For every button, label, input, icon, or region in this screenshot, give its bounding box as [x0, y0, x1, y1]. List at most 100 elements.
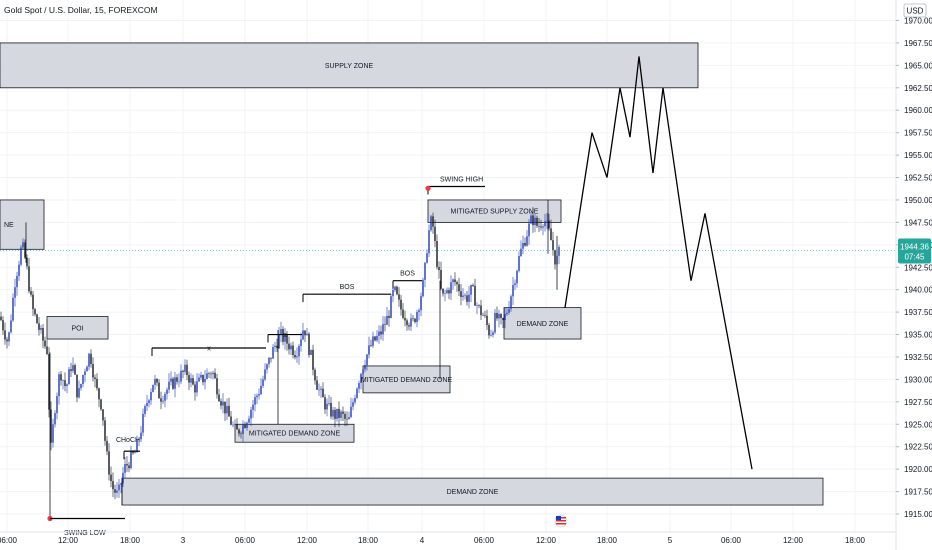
candle-body — [396, 286, 398, 295]
candle-body — [16, 275, 18, 288]
zone-label: DEMAND ZONE — [517, 321, 569, 328]
structure-label: SWING HIGH — [440, 176, 483, 183]
candle-body — [46, 346, 48, 355]
candle — [532, 207, 534, 233]
currency-button[interactable]: USD — [903, 3, 927, 18]
candle — [52, 418, 54, 448]
price-tick-label: 1960.00 — [904, 106, 932, 115]
price-tick-label: 1925.00 — [904, 420, 932, 429]
candle — [436, 234, 438, 270]
candle-body — [542, 226, 544, 228]
candle-body — [534, 217, 536, 226]
candle-body — [330, 402, 332, 417]
candle-body — [302, 330, 304, 340]
candle-body — [314, 369, 316, 381]
candle-body — [428, 230, 430, 254]
candle — [450, 275, 452, 300]
candle — [38, 317, 40, 336]
candle-body — [100, 399, 102, 410]
candle-body — [446, 290, 448, 294]
candle — [492, 330, 494, 338]
candle — [206, 368, 208, 380]
price-tick-label: 1937.50 — [904, 308, 932, 317]
candle-body — [198, 377, 200, 382]
candle-body — [140, 432, 142, 440]
candle — [534, 214, 536, 233]
zone: DEMAND ZONE — [121, 477, 824, 506]
candle — [36, 313, 38, 324]
candle — [454, 272, 456, 286]
candle — [498, 309, 500, 328]
candle — [438, 261, 440, 279]
candle — [142, 408, 144, 437]
candle — [366, 353, 368, 371]
candle-body — [34, 309, 36, 315]
candle — [392, 287, 394, 303]
candle — [464, 293, 466, 300]
candle-body — [312, 349, 314, 370]
candle-body — [136, 440, 138, 453]
candle-body — [406, 320, 408, 326]
flag-us-icon[interactable] — [554, 514, 568, 528]
candle — [344, 411, 346, 427]
candle-body — [176, 377, 178, 382]
candle-body — [68, 369, 70, 385]
candle — [280, 321, 282, 343]
candle-body — [418, 310, 420, 313]
candle — [434, 219, 436, 248]
time-axis[interactable]: 06:00 12:00 18:00 3 06:00 12:00 18:00 4 06:00 12:… — [0, 531, 896, 545]
structure-label: x — [207, 346, 211, 353]
candle — [260, 378, 262, 396]
candle — [422, 277, 424, 298]
candle — [204, 370, 206, 390]
candle — [236, 418, 238, 430]
candle — [312, 344, 314, 376]
candle — [486, 309, 488, 330]
candle — [456, 280, 458, 292]
price-tick-label: 1955.00 — [904, 151, 932, 160]
candle — [198, 373, 200, 383]
candle-body — [232, 424, 234, 426]
candle — [390, 293, 392, 319]
candle-body — [70, 369, 72, 371]
time-tick-label: 4 — [420, 536, 425, 545]
candle — [384, 316, 386, 332]
candle — [414, 317, 416, 324]
candle-body — [454, 279, 456, 283]
candle-body — [460, 291, 462, 297]
candle-body — [480, 305, 482, 316]
candle — [152, 384, 154, 393]
candle-body — [18, 264, 20, 276]
candle-body — [96, 378, 98, 389]
candle — [54, 410, 56, 428]
candle-body — [286, 334, 288, 344]
price-axis[interactable]: 1915.00 1917.50 1920.00 1922.50 1925.00 1927.… — [895, 0, 932, 550]
candle — [192, 374, 194, 386]
candle — [370, 339, 372, 348]
time-tick-label: 5 — [668, 536, 673, 545]
projection-layer — [564, 56, 753, 470]
candle-body — [410, 318, 412, 327]
candle — [292, 341, 294, 359]
candle — [228, 397, 230, 417]
candle-body — [416, 312, 418, 323]
time-tick-label: 18:00 — [845, 536, 866, 545]
candle — [264, 363, 266, 382]
candle — [124, 457, 126, 478]
candle — [6, 336, 8, 349]
candle — [258, 388, 260, 400]
candle — [82, 374, 84, 388]
candle — [478, 304, 480, 309]
candle — [546, 212, 548, 230]
candle-body — [28, 266, 30, 292]
zone-box — [0, 199, 45, 250]
time-tick-label: 18:00 — [358, 536, 379, 545]
candle — [420, 292, 422, 317]
candle — [542, 223, 544, 236]
candle — [174, 372, 176, 398]
candle-body — [296, 356, 298, 358]
candle — [14, 278, 16, 307]
candle-body — [358, 383, 360, 389]
